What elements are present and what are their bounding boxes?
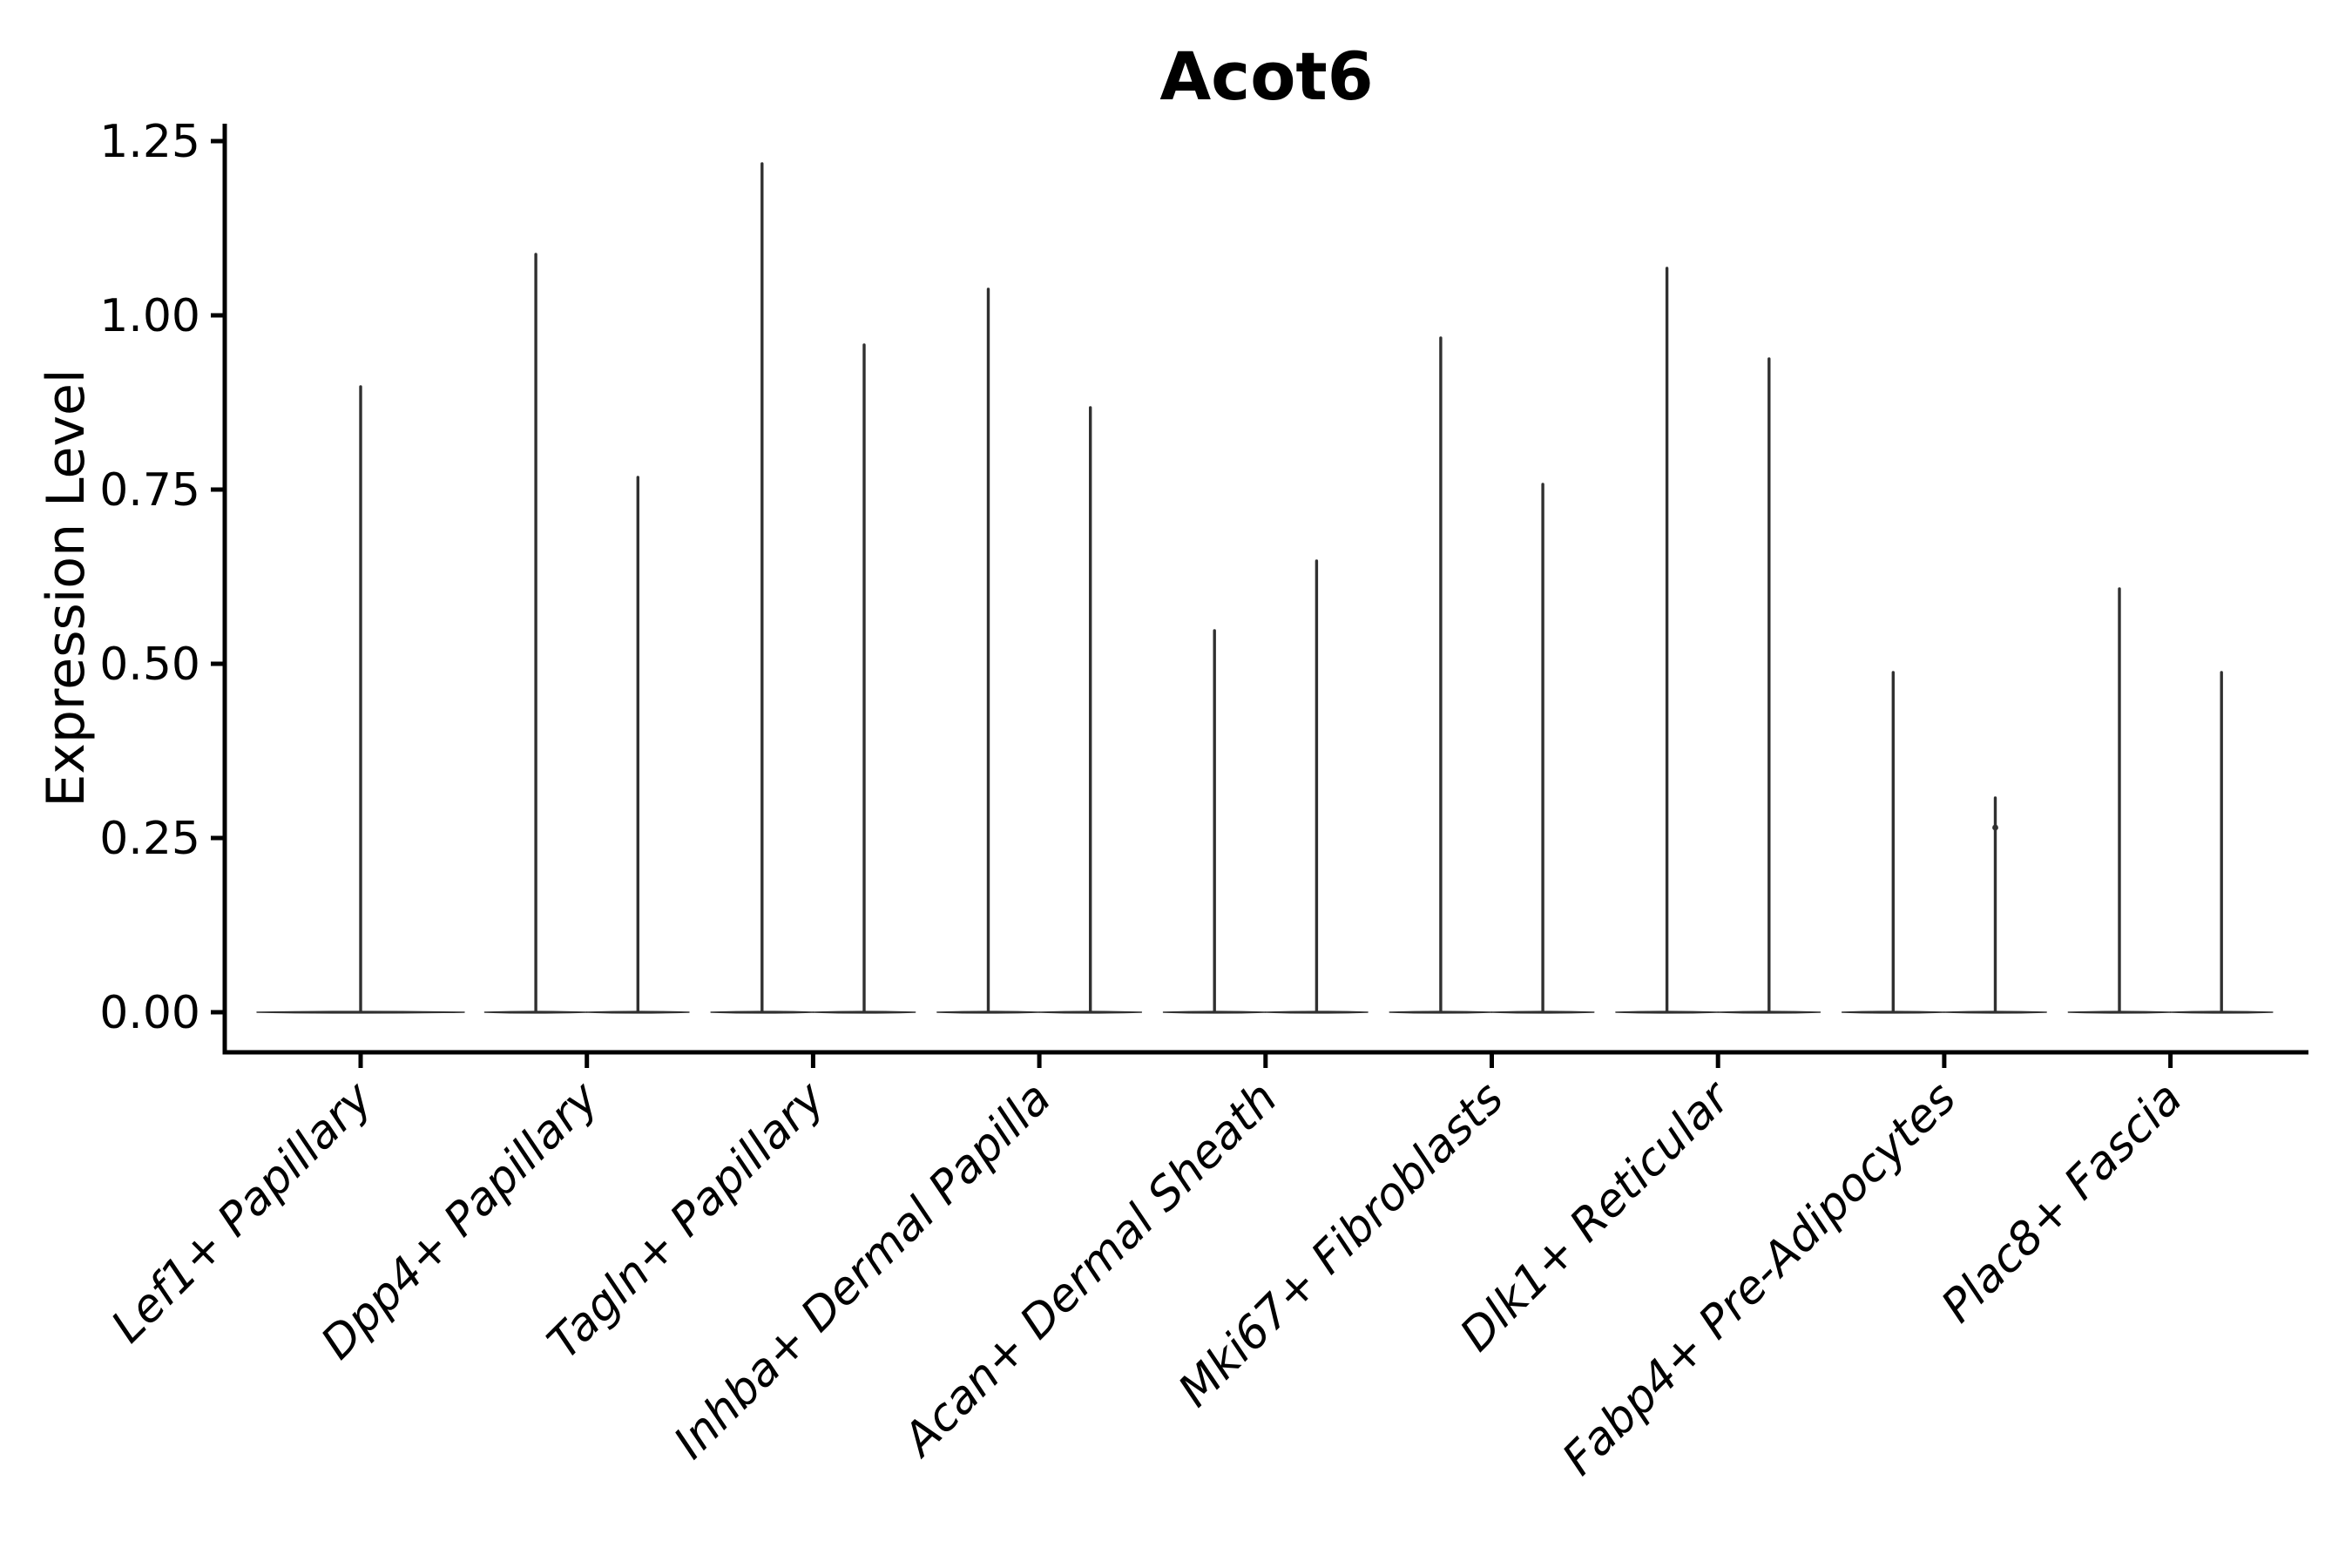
violin-bodies [256, 162, 2274, 1014]
chart-title: Acot6 [1159, 37, 1373, 115]
y-axis-label: Expression Level [36, 368, 97, 807]
x-tick-label: Plac8+ Fascia [1932, 1072, 2193, 1333]
y-axis-ticks: 0.00 0.25 0.50 0.75 1.00 1.25 [99, 116, 225, 1039]
y-tick-label: 1.00 [99, 290, 200, 342]
y-tick-label: 0.75 [99, 464, 200, 517]
x-tick-label: Acan+ Dermal Sheath [892, 1072, 1288, 1468]
violin-dot [1992, 824, 1998, 831]
x-tick-label: Fabp4+ Pre-Adipocytes [1553, 1072, 1967, 1486]
y-tick-label: 0.50 [99, 639, 200, 691]
y-tick-label: 0.00 [99, 987, 200, 1039]
y-tick-label: 0.25 [99, 813, 200, 865]
x-tick-label: Inhba+ Dermal Papilla [665, 1072, 1062, 1470]
y-tick-label: 1.25 [99, 116, 200, 168]
